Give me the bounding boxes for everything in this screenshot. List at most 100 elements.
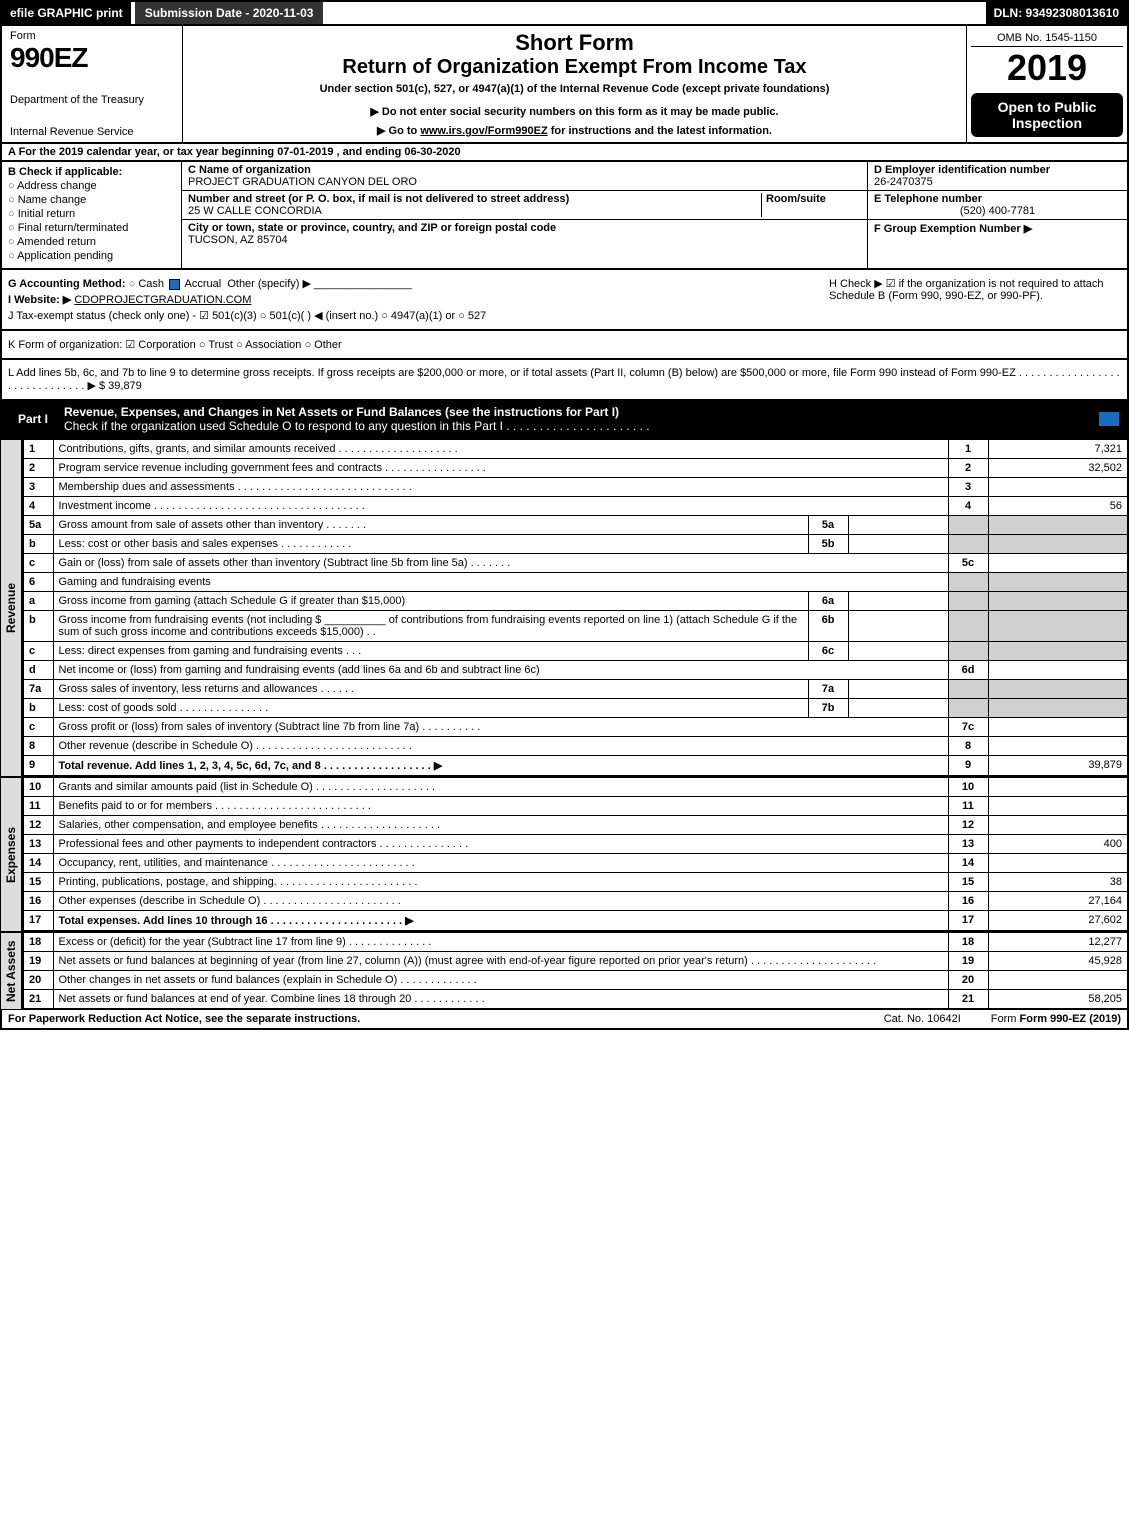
line-g: G Accounting Method: ○ Cash Accrual Othe… (8, 277, 821, 290)
l15-desc: Printing, publications, postage, and shi… (53, 873, 948, 892)
l7a-subval (848, 680, 948, 699)
goto-text: ▶ Go to www.irs.gov/Form990EZ for instru… (191, 124, 958, 137)
l8-desc: Other revenue (describe in Schedule O) .… (53, 737, 948, 756)
room-label: Room/suite (766, 193, 861, 205)
l7a-shade1 (948, 680, 988, 699)
form-word: Form (10, 30, 174, 42)
l7b-shade2 (988, 699, 1128, 718)
l5b-subval (848, 535, 948, 554)
l1-ref: 1 (948, 440, 988, 459)
l7b-sub: 7b (808, 699, 848, 718)
l10-val (988, 778, 1128, 797)
l11-num: 11 (23, 797, 53, 816)
l3-num: 3 (23, 478, 53, 497)
l6b-shade2 (988, 611, 1128, 642)
tel-label: E Telephone number (874, 193, 1121, 205)
l13-val: 400 (988, 835, 1128, 854)
chk-final-return[interactable]: Final return/terminated (8, 222, 175, 234)
l6d-num: d (23, 661, 53, 680)
l10-num: 10 (23, 778, 53, 797)
part1-title: Revenue, Expenses, and Changes in Net As… (64, 405, 1099, 433)
l7c-ref: 7c (948, 718, 988, 737)
misc-block-k: K Form of organization: ☑ Corporation ○ … (0, 331, 1129, 360)
org-name-value: PROJECT GRADUATION CANYON DEL ORO (188, 176, 417, 188)
l21-desc: Net assets or fund balances at end of ye… (53, 990, 948, 1010)
footer-left: For Paperwork Reduction Act Notice, see … (8, 1013, 854, 1025)
g-accrual-checkbox[interactable] (169, 279, 180, 290)
l17-val: 27,602 (988, 911, 1128, 932)
city-value: TUCSON, AZ 85704 (188, 234, 556, 246)
l21-val: 58,205 (988, 990, 1128, 1010)
l6a-subval (848, 592, 948, 611)
expenses-side-label: Expenses (0, 777, 22, 932)
chk-amended-return[interactable]: Amended return (8, 236, 175, 248)
l2-desc: Program service revenue including govern… (53, 459, 948, 478)
line-i: I Website: ▶ CDOPROJECTGRADUATION.COM (8, 293, 821, 306)
l5c-num: c (23, 554, 53, 573)
l17-desc: Total expenses. Add lines 10 through 16 … (53, 911, 948, 932)
l5b-shade1 (948, 535, 988, 554)
l11-desc: Benefits paid to or for members . . . . … (53, 797, 948, 816)
l6c-shade2 (988, 642, 1128, 661)
l4-ref: 4 (948, 497, 988, 516)
chk-name-change[interactable]: Name change (8, 194, 175, 206)
efile-print-label[interactable]: efile GRAPHIC print (2, 2, 131, 24)
l3-val (988, 478, 1128, 497)
l18-ref: 18 (948, 933, 988, 952)
part1-num: Part I (10, 410, 56, 428)
l14-num: 14 (23, 854, 53, 873)
i-label: I Website: ▶ (8, 294, 71, 306)
line-h: H Check ▶ ☑ if the organization is not r… (829, 277, 1121, 302)
chk-address-change[interactable]: Address change (8, 180, 175, 192)
part1-header: Part I Revenue, Expenses, and Changes in… (0, 401, 1129, 439)
l13-ref: 13 (948, 835, 988, 854)
l7b-shade1 (948, 699, 988, 718)
l6d-ref: 6d (948, 661, 988, 680)
part1-schedule-o-checkbox[interactable] (1099, 412, 1119, 426)
l6c-sub: 6c (808, 642, 848, 661)
l8-val (988, 737, 1128, 756)
l15-ref: 15 (948, 873, 988, 892)
l6c-desc: Less: direct expenses from gaming and fu… (53, 642, 808, 661)
l7c-num: c (23, 718, 53, 737)
chk-application-pending[interactable]: Application pending (8, 250, 175, 262)
revenue-table: 1Contributions, gifts, grants, and simil… (22, 439, 1129, 777)
l6b-num: b (23, 611, 53, 642)
l12-num: 12 (23, 816, 53, 835)
l7b-subval (848, 699, 948, 718)
under-section-text: Under section 501(c), 527, or 4947(a)(1)… (191, 83, 958, 95)
l7a-desc: Gross sales of inventory, less returns a… (53, 680, 808, 699)
l5a-subval (848, 516, 948, 535)
g-cash[interactable]: Cash (138, 278, 164, 290)
l5c-ref: 5c (948, 554, 988, 573)
column-c: C Name of organization PROJECT GRADUATIO… (182, 162, 867, 268)
dept-irs: Internal Revenue Service (10, 126, 174, 138)
chk-initial-return[interactable]: Initial return (8, 208, 175, 220)
l6d-val (988, 661, 1128, 680)
expenses-table: 10Grants and similar amounts paid (list … (22, 777, 1129, 932)
street-value: 25 W CALLE CONCORDIA (188, 205, 761, 217)
city-label: City or town, state or province, country… (188, 222, 556, 234)
l6d-desc: Net income or (loss) from gaming and fun… (53, 661, 948, 680)
short-form-title: Short Form (191, 30, 958, 56)
dept-treasury: Department of the Treasury (10, 94, 174, 106)
l18-num: 18 (23, 933, 53, 952)
l11-ref: 11 (948, 797, 988, 816)
l16-ref: 16 (948, 892, 988, 911)
l8-ref: 8 (948, 737, 988, 756)
l13-num: 13 (23, 835, 53, 854)
part1-title-text: Revenue, Expenses, and Changes in Net As… (64, 405, 619, 419)
l7b-desc: Less: cost of goods sold . . . . . . . .… (53, 699, 808, 718)
goto-link[interactable]: www.irs.gov/Form990EZ (420, 125, 547, 137)
goto-prefix: ▶ Go to (377, 125, 420, 137)
l6c-num: c (23, 642, 53, 661)
l7c-desc: Gross profit or (loss) from sales of inv… (53, 718, 948, 737)
footer-right: Form Form 990-EZ (2019) (991, 1013, 1121, 1025)
l7a-shade2 (988, 680, 1128, 699)
l6b-pre: Gross income from fundraising events (no… (59, 614, 325, 626)
l6b-desc: Gross income from fundraising events (no… (53, 611, 808, 642)
l8-num: 8 (23, 737, 53, 756)
website-link[interactable]: CDOPROJECTGRADUATION.COM (74, 294, 251, 306)
l5b-desc: Less: cost or other basis and sales expe… (53, 535, 808, 554)
l5a-desc: Gross amount from sale of assets other t… (53, 516, 808, 535)
